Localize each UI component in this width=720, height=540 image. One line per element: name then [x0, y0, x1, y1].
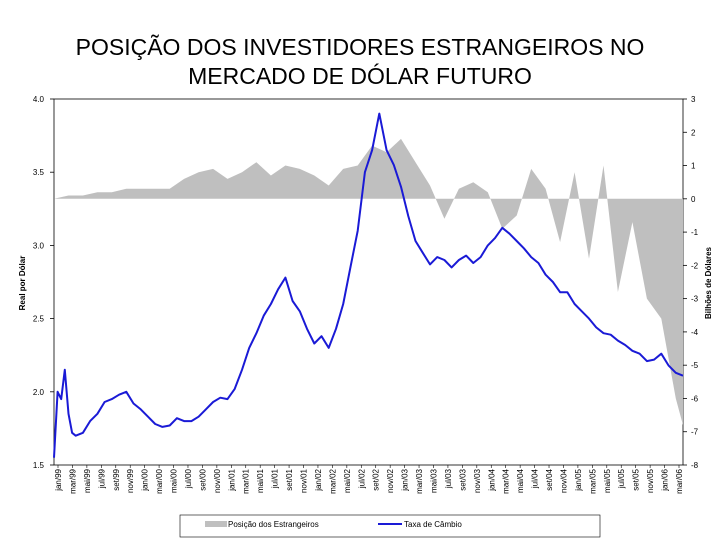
x-tick-label: jul/04 [531, 468, 540, 489]
x-tick-label: jul/00 [184, 468, 193, 489]
x-tick-label: nov/04 [560, 468, 569, 493]
left-axis-label: Real por Dólar [18, 256, 27, 311]
x-tick-label: jul/02 [357, 468, 366, 489]
legend-box [179, 514, 601, 538]
x-tick-label: mar/99 [68, 468, 77, 493]
right-tick-label: -8 [691, 461, 699, 470]
right-tick-label: -5 [691, 361, 699, 370]
x-tick-label: mar/00 [155, 468, 164, 493]
left-tick-label: 2.5 [33, 315, 45, 324]
right-tick-label: -3 [691, 295, 699, 304]
right-tick-label: -7 [691, 428, 699, 437]
right-tick-label: 3 [691, 95, 696, 104]
right-tick-label: 1 [691, 162, 696, 171]
x-tick-label: jul/99 [97, 468, 106, 489]
x-tick-label: jan/01 [227, 468, 236, 491]
x-tick-label: set/04 [545, 468, 554, 490]
x-tick-label: mai/04 [516, 468, 525, 493]
right-tick-label: -2 [691, 261, 699, 270]
chart-title-line-2: MERCADO DE DÓLAR FUTURO [188, 63, 532, 89]
right-tick-label: -1 [691, 228, 699, 237]
x-tick-label: jan/04 [487, 468, 496, 491]
x-tick-label: mar/03 [415, 468, 424, 493]
x-tick-label: nov/02 [386, 468, 395, 493]
legend-swatch-area [205, 521, 227, 527]
x-tick-label: mar/06 [675, 468, 684, 493]
x-tick-label: nov/00 [213, 468, 222, 493]
x-tick-label: jul/01 [271, 468, 280, 489]
x-tick-label: set/02 [372, 468, 381, 490]
x-tick-label: mai/00 [170, 468, 179, 493]
right-axis-label: Bilhões de Dólares [704, 246, 713, 319]
left-tick-label: 3.0 [33, 241, 45, 250]
x-tick-label: jan/02 [314, 468, 323, 491]
foreign-position-area [54, 138, 683, 426]
x-tick-label: jan/99 [54, 468, 63, 491]
left-axis: 4.0 3.5 3.0 2.5 2.0 1.5 [33, 95, 54, 470]
foreign-position-layer [54, 138, 683, 426]
x-tick-label: set/00 [198, 468, 207, 490]
x-tick-label: nov/03 [473, 468, 482, 493]
legend: Posição dos Estrangeiros Taxa de Câmbio [179, 514, 601, 538]
x-tick-label: mai/99 [83, 468, 92, 493]
x-tick-label: mar/02 [328, 468, 337, 493]
x-tick-label: mar/01 [242, 468, 251, 493]
x-tick-label: mai/03 [430, 468, 439, 493]
x-tick-label: jan/03 [401, 468, 410, 491]
left-tick-label: 2.0 [33, 388, 45, 397]
x-tick-label: jan/05 [574, 468, 583, 491]
x-tick-label: nov/99 [126, 468, 135, 493]
chart-title: POSIÇÃO DOS INVESTIDORES ESTRANGEIROS NO… [0, 33, 720, 91]
x-tick-label: mai/01 [256, 468, 265, 493]
exchange-rate-line [53, 112, 684, 458]
x-tick-label: nov/01 [300, 468, 309, 493]
x-tick-label: set/01 [285, 468, 294, 490]
right-tick-label: -6 [691, 394, 699, 403]
x-tick-label: nov/05 [646, 468, 655, 493]
right-tick-label: 0 [691, 195, 696, 204]
exchange-rate-layer [53, 112, 684, 458]
right-tick-label: 2 [691, 128, 696, 137]
x-tick-label: jul/05 [617, 468, 626, 489]
left-tick-label: 1.5 [33, 461, 45, 470]
x-tick-label: mai/02 [343, 468, 352, 493]
x-tick-label: set/03 [458, 468, 467, 490]
left-tick-label: 4.0 [33, 95, 45, 104]
x-tick-label: set/99 [112, 468, 121, 490]
x-tick-label: jan/00 [141, 468, 150, 491]
left-tick-label: 3.5 [33, 168, 45, 177]
x-tick-label: set/05 [632, 468, 641, 490]
x-axis: jan/99 mar/99 mai/99 jul/99 set/99 nov/99 jan/… [54, 465, 684, 494]
legend-label-line: Taxa de Câmbio [404, 520, 462, 529]
x-tick-label: jul/03 [444, 468, 453, 489]
x-tick-label: mar/05 [588, 468, 597, 493]
chart-title-line-1: POSIÇÃO DOS INVESTIDORES ESTRANGEIROS NO [75, 34, 645, 60]
x-tick-label: mai/05 [603, 468, 612, 493]
legend-label-area: Posição dos Estrangeiros [228, 520, 319, 529]
x-tick-label: mar/04 [502, 468, 511, 493]
right-tick-label: -4 [691, 328, 699, 337]
x-tick-label: jan/06 [661, 468, 670, 491]
right-axis: 3 2 1 0 -1 -2 -3 -4 -5 -6 -7 -8 [683, 95, 699, 470]
